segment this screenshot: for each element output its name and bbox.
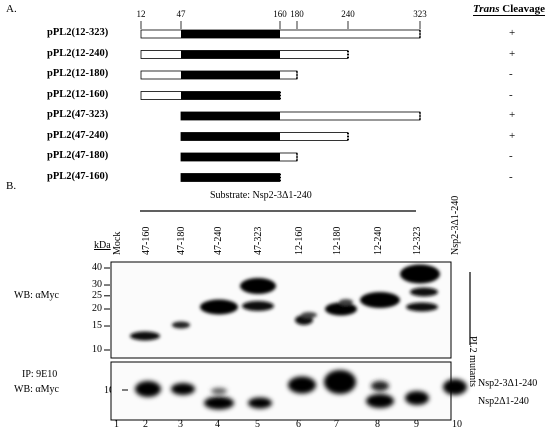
bands-top — [130, 264, 440, 341]
pl2-core-domain — [181, 112, 280, 120]
construct-bar — [180, 152, 298, 162]
pl2-core-domain — [181, 50, 280, 59]
lane-number: 5 — [255, 419, 260, 430]
band-b-lane4-smear — [211, 388, 227, 394]
panel-a-label: A. — [6, 3, 17, 15]
construct-bar — [180, 111, 421, 121]
bands-bottom — [135, 370, 467, 410]
construct-name: pPL2(12-323) — [47, 27, 109, 38]
marker-label: 25 — [92, 289, 102, 301]
band-lane3 — [172, 321, 190, 329]
cleavage-result: + — [509, 129, 516, 142]
band-label-upper: Nsp2-3Δ1-240 — [478, 378, 538, 389]
lane-number: 10 — [452, 419, 462, 430]
construct-name: pPL2(12-180) — [47, 68, 109, 79]
position-ruler — [140, 21, 421, 29]
construct-bar — [140, 29, 421, 39]
band-b-lane7 — [324, 370, 356, 394]
band-b-lane2 — [135, 381, 161, 397]
band-lane2 — [130, 331, 160, 341]
trans-word: Trans — [473, 3, 500, 15]
band-lane5-lower — [242, 301, 274, 311]
ip-label: IP: 9E10 — [22, 369, 58, 380]
ruler-tick-label: 240 — [341, 9, 355, 19]
lane-number: 8 — [375, 419, 380, 430]
pl2-core-domain — [181, 30, 280, 38]
construct-name: pPL2(12-240) — [47, 47, 109, 59]
ruler-tick-label: 180 — [290, 9, 304, 19]
construct-name: pPL2(47-160) — [47, 170, 109, 182]
lane-number: 2 — [143, 419, 148, 430]
band-lane9-mid — [410, 287, 438, 297]
cleavage-result: - — [509, 150, 513, 162]
band-lane7 — [325, 302, 357, 316]
band-lane8 — [360, 292, 400, 308]
band-lane4 — [200, 299, 238, 315]
band-lane6-smear — [301, 312, 317, 318]
construct-bars — [140, 29, 421, 182]
substrate-label: Substrate: Nsp2-3Δ1-240 — [210, 190, 312, 201]
band-b-lane5 — [248, 397, 272, 409]
band-lane5-upper — [240, 278, 276, 294]
construct-name: pPL2(47-323) — [47, 109, 109, 120]
lane-number: 9 — [414, 419, 419, 430]
band-b-lane4 — [204, 396, 234, 410]
marker-label: 15 — [92, 320, 102, 332]
marker-ticks — [104, 267, 110, 351]
band-b-lane6 — [288, 376, 316, 394]
cleavage-result: - — [509, 68, 513, 80]
wb-top-label: WB: αMyc — [14, 290, 59, 301]
cleavage-word: Cleavage — [499, 3, 546, 15]
band-b-lane9 — [405, 391, 429, 405]
construct-bar — [140, 91, 281, 100]
cleavage-result: - — [509, 170, 513, 183]
band-lane9-bot — [406, 302, 438, 312]
ruler-tick-label: 47 — [176, 9, 186, 19]
panel-b-label: B. — [6, 180, 17, 192]
band-lane7-smear — [339, 299, 353, 305]
construct-bar — [140, 50, 349, 59]
ruler-tick-label: 12 — [136, 9, 146, 19]
band-b-lane8-lower — [366, 394, 394, 408]
band-b-lane10 — [443, 379, 467, 395]
construct-bar — [180, 173, 281, 182]
cleavage-result: + — [509, 27, 516, 39]
lane-number: 4 — [215, 419, 220, 430]
lane-number: 7 — [334, 419, 339, 430]
pl2-core-domain — [181, 153, 280, 161]
marker-label: 40 — [92, 262, 102, 273]
lane-number: 3 — [178, 419, 183, 430]
cleavage-result: - — [509, 88, 513, 101]
pl2-core-domain — [181, 173, 280, 182]
cleavage-result: + — [509, 109, 516, 121]
marker-label: 20 — [92, 303, 102, 314]
band-b-lane8-upper — [371, 381, 389, 391]
pl2-core-domain — [181, 71, 280, 79]
construct-bar — [140, 70, 298, 80]
pl2-core-domain — [181, 132, 280, 141]
blot-bottom — [110, 361, 452, 421]
construct-name: pPL2(12-160) — [47, 88, 109, 100]
band-b-lane3 — [171, 383, 195, 395]
wb-bottom-label: WB: αMyc — [14, 384, 59, 395]
lane-number: 6 — [296, 419, 301, 430]
marker-label: 30 — [92, 279, 102, 291]
construct-name: pPL2(47-180) — [47, 150, 109, 161]
ruler-tick-label: 160 — [273, 9, 287, 19]
band-lane9-top — [400, 264, 440, 284]
blot-top — [110, 261, 452, 359]
marker-label: 10 — [92, 344, 102, 355]
trans-cleavage-header: Trans Cleavage — [473, 3, 546, 16]
band-label-lower: Nsp2Δ1-240 — [478, 396, 529, 407]
construct-bar — [180, 132, 349, 141]
cleavage-result: + — [509, 47, 516, 60]
construct-name: pPL2(47-240) — [47, 129, 109, 141]
kda-label: kDa — [94, 240, 111, 251]
lane-number: 1 — [114, 419, 119, 430]
ruler-tick-label: 323 — [413, 9, 427, 19]
pl2-core-domain — [181, 91, 280, 100]
